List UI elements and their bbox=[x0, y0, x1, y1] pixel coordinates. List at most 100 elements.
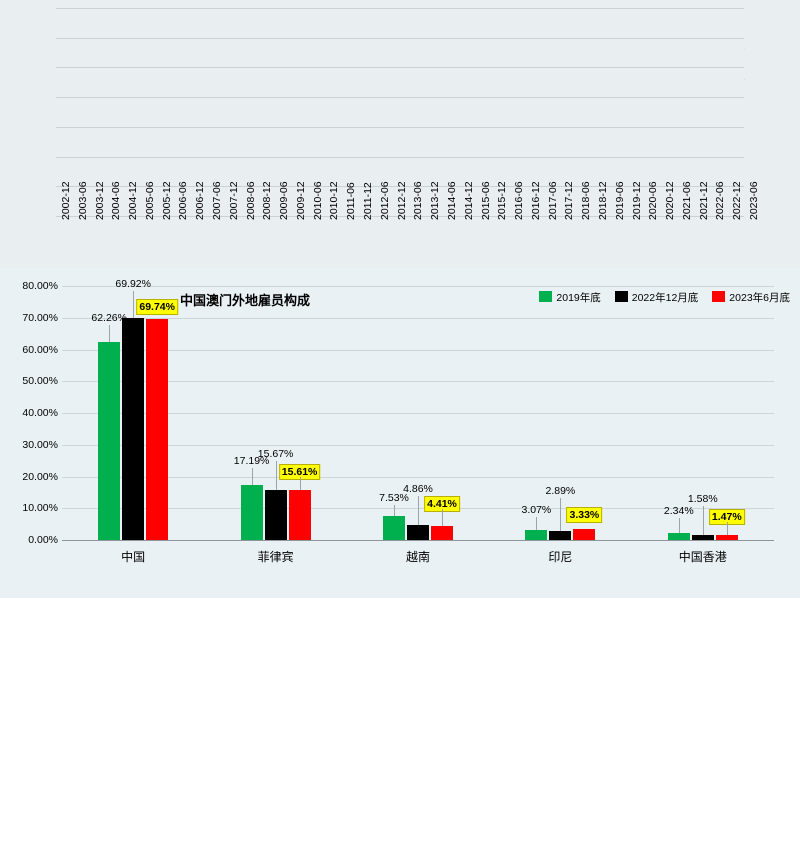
top-gridline bbox=[56, 156, 744, 158]
leader-line bbox=[394, 505, 395, 517]
bar-value-label: 62.26% bbox=[91, 312, 127, 325]
bar-0 bbox=[525, 530, 548, 540]
bar-1 bbox=[122, 318, 145, 540]
bottom-x-axis-line bbox=[62, 540, 774, 541]
top-xtick: 2004-06 bbox=[110, 181, 123, 220]
top-xtick: 2012-12 bbox=[395, 181, 408, 220]
bottom-category-label: 中国 bbox=[121, 550, 146, 564]
top-xtick: 2020-06 bbox=[647, 181, 660, 220]
bar-0 bbox=[383, 516, 405, 540]
top-gridline bbox=[56, 8, 744, 9]
bottom-category-label: 越南 bbox=[405, 550, 431, 564]
bottom-gridline bbox=[62, 317, 774, 319]
bar-value-label: 3.33% bbox=[566, 507, 603, 524]
legend-label-2023: 2023年6月底 bbox=[729, 292, 790, 304]
leader-line bbox=[109, 325, 111, 343]
bar-0 bbox=[98, 342, 121, 540]
top-xtick: 2016-12 bbox=[529, 181, 542, 220]
bottom-ytick: 20.00% bbox=[22, 470, 58, 483]
top-xtick: 2003-12 bbox=[93, 181, 106, 220]
top-xtick: 2006-06 bbox=[177, 181, 190, 220]
bottom-ytick: 0.00% bbox=[28, 534, 58, 546]
top-xtick: 2014-12 bbox=[462, 181, 475, 220]
leader-line bbox=[299, 477, 301, 491]
top-xtick: 2009-12 bbox=[294, 181, 307, 220]
top-xtick: 2007-12 bbox=[227, 181, 240, 220]
bar-value-label: 69.92% bbox=[115, 278, 151, 291]
top-gridline bbox=[56, 97, 744, 99]
bar-2 bbox=[573, 529, 596, 540]
bar-0 bbox=[667, 532, 690, 540]
watermark: ❄ 任博宏观论道 bbox=[588, 824, 720, 854]
legend-item-2022: 2022年12月底 bbox=[614, 290, 698, 305]
top-xtick: 2014-06 bbox=[445, 181, 458, 220]
watermark-text: 任博宏观论道 bbox=[624, 833, 721, 850]
legend-item-2023: 2023年6月底 bbox=[712, 290, 790, 305]
top-xtick: 2017-06 bbox=[546, 181, 559, 220]
bar-value-label: 15.61% bbox=[278, 464, 321, 481]
top-gridline bbox=[56, 216, 744, 217]
top-xtick: 2010-06 bbox=[311, 181, 324, 220]
legend-swatch-black bbox=[614, 291, 628, 302]
bar-value-label: 17.19% bbox=[233, 455, 270, 468]
top-xtick: 2019-06 bbox=[613, 181, 626, 220]
top-xtick: 2020-12 bbox=[664, 181, 677, 220]
leader-line bbox=[560, 497, 562, 531]
bottom-ytick: 80.00% bbox=[22, 280, 58, 292]
top-line-chart: 澳门总人口连续三个季度增加：外地雇员今年二季度大幅增加，但较疫情前仍有较大差距 … bbox=[0, 0, 800, 268]
top-xtick: 2010-12 bbox=[328, 181, 341, 220]
top-xtick: 2015-06 bbox=[479, 181, 492, 220]
leader-line bbox=[536, 517, 538, 531]
top-xtick: 2005-12 bbox=[160, 181, 173, 220]
bar-value-label: 3.07% bbox=[521, 504, 552, 517]
bar-2 bbox=[288, 490, 311, 540]
bottom-category-label: 中国香港 bbox=[678, 550, 727, 564]
top-xtick: 2016-06 bbox=[513, 181, 526, 220]
bar-1 bbox=[264, 490, 287, 540]
legend-swatch-red bbox=[712, 291, 726, 302]
bar-value-label: 1.58% bbox=[687, 492, 718, 505]
leader-line bbox=[251, 468, 253, 486]
top-xtick: 2006-12 bbox=[194, 181, 207, 220]
bar-value-label: 15.67% bbox=[257, 448, 294, 461]
bar-2 bbox=[146, 318, 169, 540]
top-xtick: 2008-12 bbox=[261, 181, 274, 220]
bar-1 bbox=[691, 534, 714, 540]
top-gridline bbox=[56, 67, 744, 69]
top-plot-area: 40.0045.0050.0055.0060.0065.0070.0075.00… bbox=[56, 8, 744, 217]
top-gridline bbox=[56, 37, 744, 39]
legend-swatch-green bbox=[539, 291, 553, 302]
legend-label-2019: 2019年底 bbox=[556, 292, 601, 304]
bottom-gridline bbox=[62, 286, 774, 287]
bottom-ytick: 70.00% bbox=[22, 311, 58, 324]
bottom-ytick: 50.00% bbox=[22, 375, 58, 388]
top-x-axis: 2002-12 2003-06 2003-12 2004-06 2004-12 2005-… bbox=[56, 181, 760, 268]
top-xtick: 2011-06 bbox=[345, 182, 358, 220]
bottom-ytick: 60.00% bbox=[22, 343, 58, 356]
bar-1 bbox=[549, 530, 572, 540]
leader-line bbox=[726, 522, 728, 536]
bottom-gridline bbox=[62, 413, 774, 414]
leader-line bbox=[418, 495, 419, 525]
top-xtick: 2019-12 bbox=[630, 181, 643, 220]
bar-value-label: 7.53% bbox=[379, 492, 409, 505]
bottom-category-label: 印尼 bbox=[548, 550, 573, 564]
top-xtick: 2012-06 bbox=[378, 181, 391, 220]
top-gridline bbox=[56, 186, 744, 188]
top-xtick: 2015-12 bbox=[496, 181, 509, 220]
bar-2 bbox=[715, 535, 738, 540]
leader-line bbox=[133, 291, 135, 318]
top-xtick: 2008-06 bbox=[244, 181, 257, 220]
top-xtick: 2007-06 bbox=[211, 181, 224, 220]
bar-value-label: 2.89% bbox=[545, 484, 576, 497]
bottom-plot-area: 0.00% 10.00% 20.00% 30.00% 40.00% 50.00% 60.00… bbox=[22, 278, 774, 564]
bottom-gridline bbox=[62, 444, 774, 446]
leader-line bbox=[442, 508, 443, 526]
top-xtick: 2011-12 bbox=[362, 182, 375, 220]
top-xtick: 2018-06 bbox=[580, 181, 593, 220]
bottom-category-label: 菲律宾 bbox=[257, 550, 294, 564]
legend-item-2019: 2019年底 bbox=[539, 290, 601, 305]
top-xtick: 2021-12 bbox=[697, 181, 710, 220]
bottom-gridline bbox=[62, 381, 774, 383]
